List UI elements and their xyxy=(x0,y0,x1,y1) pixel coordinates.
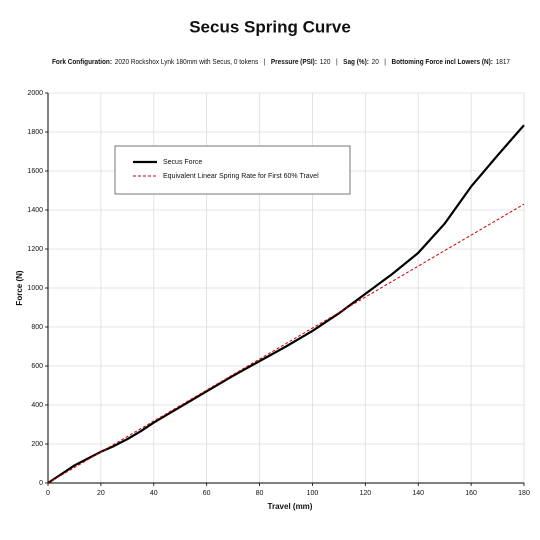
x-tick-label: 60 xyxy=(203,490,211,497)
subtitle-label: Fork Configuration: xyxy=(52,59,112,66)
x-tick-label: 180 xyxy=(518,490,530,497)
y-tick-label: 1600 xyxy=(27,168,43,175)
subtitle-separator: | xyxy=(336,59,338,66)
x-tick-label: 20 xyxy=(97,490,105,497)
subtitle-label: Sag (%): xyxy=(343,59,369,66)
subtitle-value: 1817 xyxy=(496,59,510,66)
chart-subtitle: Fork Configuration:2020 Rockshox Lynk 18… xyxy=(52,59,510,66)
y-tick-label: 600 xyxy=(31,363,43,370)
subtitle-label: Bottoming Force incl Lowers (N): xyxy=(391,59,492,66)
x-tick-label: 100 xyxy=(307,490,319,497)
x-axis-label: Travel (mm) xyxy=(268,502,313,511)
x-tick-label: 0 xyxy=(46,490,50,497)
series-line xyxy=(47,203,525,484)
y-tick-label: 1800 xyxy=(27,129,43,136)
x-tick-label: 120 xyxy=(359,490,371,497)
subtitle-label: Pressure (PSI): xyxy=(271,59,317,66)
legend-label: Equivalent Linear Spring Rate for First … xyxy=(163,173,319,180)
legend-label: Secus Force xyxy=(163,159,202,166)
subtitle-value: 2020 Rockshox Lynk 180mm with Secus, 0 t… xyxy=(115,59,259,66)
subtitle-separator: | xyxy=(264,59,266,66)
chart-title: Secus Spring Curve xyxy=(189,17,351,36)
y-tick-label: 1400 xyxy=(27,207,43,214)
y-tick-label: 200 xyxy=(31,441,43,448)
y-tick-label: 800 xyxy=(31,324,43,331)
x-tick-label: 40 xyxy=(150,490,158,497)
legend-box xyxy=(114,145,351,195)
x-tick-label: 140 xyxy=(412,490,424,497)
y-tick-label: 0 xyxy=(39,480,43,487)
y-tick-label: 2000 xyxy=(27,90,43,97)
y-tick-label: 400 xyxy=(31,402,43,409)
x-tick-label: 160 xyxy=(465,490,477,497)
subtitle-separator: | xyxy=(384,59,386,66)
y-tick-label: 1200 xyxy=(27,246,43,253)
subtitle-value: 120 xyxy=(320,59,331,66)
y-axis-label: Force (N) xyxy=(15,270,24,305)
x-tick-label: 80 xyxy=(256,490,264,497)
y-tick-label: 1000 xyxy=(27,285,43,292)
subtitle-value: 20 xyxy=(372,59,379,66)
